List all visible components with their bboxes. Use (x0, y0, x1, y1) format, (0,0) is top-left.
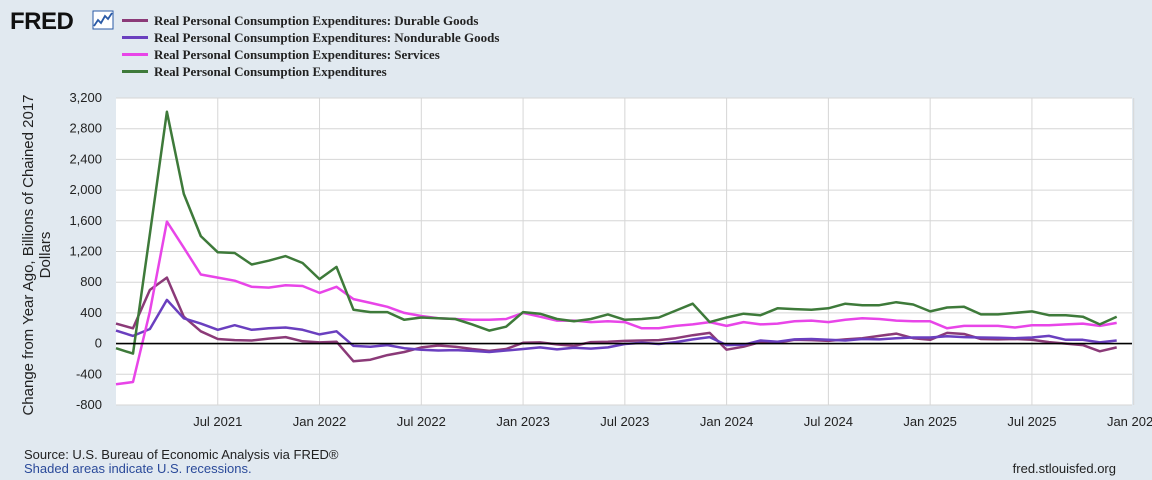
y-tick-label: 1,600 (69, 213, 102, 228)
legend-swatch (122, 19, 148, 22)
legend-label: Real Personal Consumption Expenditures (154, 63, 387, 79)
fred-graph-icon (92, 10, 114, 30)
y-tick-label: 2,000 (69, 182, 102, 197)
x-tick-label: Jul 2022 (397, 414, 446, 429)
x-tick-label: Jul 2023 (600, 414, 649, 429)
x-tick-label: Jan 2026 (1107, 414, 1152, 429)
x-tick-label: Jan 2025 (903, 414, 957, 429)
x-tick-label: Jul 2024 (804, 414, 853, 429)
legend-label: Real Personal Consumption Expenditures: … (154, 46, 440, 62)
series-line (115, 220, 1117, 386)
y-tick-label: 2,400 (69, 151, 102, 166)
recession-note[interactable]: Shaded areas indicate U.S. recessions. (24, 461, 252, 476)
x-tick-label: Jan 2024 (700, 414, 754, 429)
x-tick-label: Jul 2021 (193, 414, 242, 429)
fred-url[interactable]: fred.stlouisfed.org (1012, 461, 1116, 476)
legend-item-services: Real Personal Consumption Expenditures: … (122, 46, 499, 63)
series-line (115, 298, 1117, 354)
legend: Real Personal Consumption Expenditures: … (122, 12, 499, 80)
series-line (115, 276, 1117, 363)
legend-item-total: Real Personal Consumption Expenditures (122, 63, 499, 80)
legend-label: Real Personal Consumption Expenditures: … (154, 29, 500, 45)
y-tick-label: 1,200 (69, 244, 102, 259)
legend-item-nondurable: Real Personal Consumption Expenditures: … (122, 29, 499, 46)
y-tick-label: 2,800 (69, 121, 102, 136)
legend-swatch (122, 70, 148, 73)
x-tick-label: Jan 2022 (293, 414, 347, 429)
y-tick-label: 800 (80, 274, 102, 289)
legend-item-durable: Real Personal Consumption Expenditures: … (122, 12, 499, 29)
legend-label: Real Personal Consumption Expenditures: … (154, 12, 479, 28)
y-tick-label: 3,200 (69, 90, 102, 105)
y-tick-label: -800 (76, 397, 102, 412)
fred-logo[interactable]: FRED (10, 8, 74, 35)
series-line (115, 110, 1118, 355)
y-tick-label: 400 (80, 305, 102, 320)
source-note: Source: U.S. Bureau of Economic Analysis… (24, 447, 339, 462)
x-tick-label: Jul 2025 (1007, 414, 1056, 429)
y-tick-label: -400 (76, 366, 102, 381)
legend-swatch (122, 36, 148, 39)
x-tick-label: Jan 2023 (496, 414, 550, 429)
legend-swatch (122, 53, 148, 56)
y-tick-label: 0 (95, 336, 102, 351)
